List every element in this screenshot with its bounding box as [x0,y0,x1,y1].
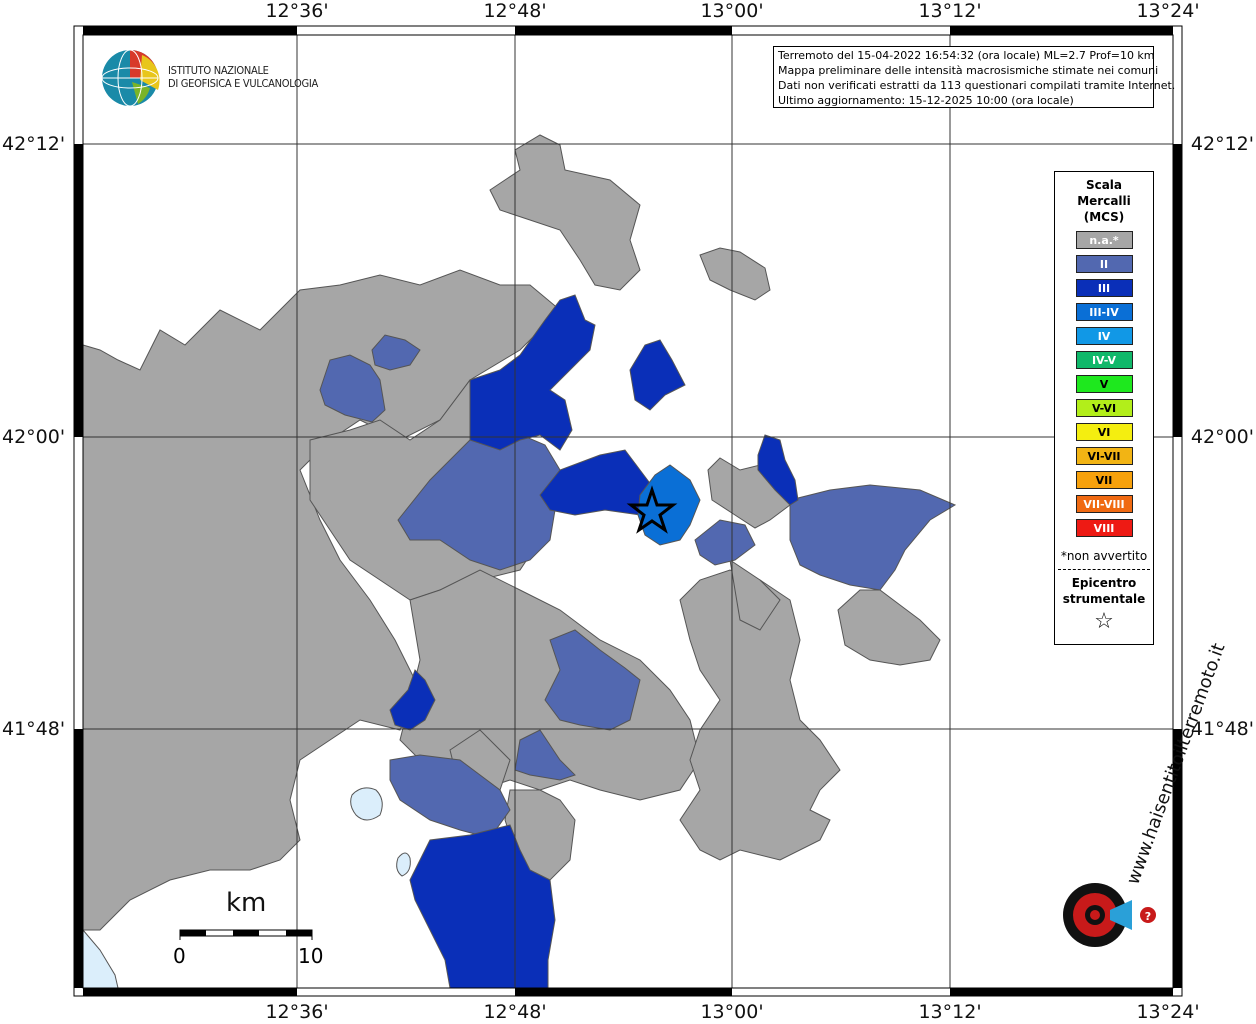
legend-title-line-1: Scala [1085,178,1123,192]
graticule [83,35,1173,988]
top-tick-5: 13°24' [1136,0,1200,22]
info-line-3: Dati non verificati estratti da 113 ques… [778,79,1176,92]
ingv-logo-icon [101,49,160,107]
legend-swatch-10: VII [1075,471,1133,489]
haisentito-logo-icon: ? [1063,883,1156,947]
legend-epi-line-2: strumentale [1062,592,1146,606]
legend-swatch-6: V [1075,375,1133,393]
top-tick-3: 13°00' [700,0,764,22]
top-tick-1: 12°36' [265,0,329,22]
legend-swatch-11: VII-VIII [1075,495,1133,513]
right-tick-1: 42°12' [1190,133,1254,155]
lake-small [396,852,411,877]
lake-bracciano [350,787,383,821]
legend-swatch-5: IV-V [1075,351,1133,369]
event-info-box: Terremoto del 15-04-2022 16:54:32 (ora l… [773,46,1176,108]
legend-swatch-2: III [1075,279,1133,297]
legend-swatch-0: n.a.* [1075,231,1133,249]
bottom-tick-5: 13°24' [1136,1001,1200,1023]
left-tick-3: 41°48' [2,718,66,740]
svg-text:?: ? [1145,910,1151,923]
epicenter-star [626,485,678,534]
legend-title-line-2: Mercalli [1077,194,1131,208]
legend-swatch-9: VI-VII [1075,447,1133,465]
right-tick-2: 42°00' [1190,426,1254,448]
left-tick-2: 42°00' [2,426,66,448]
ingv-logo-text: ISTITUTO NAZIONALE DI GEOFISICA E VULCAN… [168,64,318,90]
legend-title-line-3: (MCS) [1083,210,1125,224]
legend-note: *non avvertito [1060,549,1148,563]
legend-epicenter-label: Epicentro strumentale [1055,575,1153,607]
ingv-line-1: ISTITUTO NAZIONALE [168,64,269,77]
legend-swatch-12: VIII [1075,519,1133,537]
map-frame [73,25,1183,997]
ingv-line-2: DI GEOFISICA E VULCANOLOGIA [168,77,318,90]
info-line-4: Ultimo aggiornamento: 15-12-2025 10:00 (… [778,94,1074,107]
legend-title: Scala Mercalli (MCS) [1055,177,1153,225]
legend-swatch-4: IV [1075,327,1133,345]
top-tick-2: 12°48' [483,0,547,22]
intensity-II-regions [319,334,957,839]
info-line-2: Mappa preliminare delle intensità macros… [778,64,1159,77]
legend-swatch-8: VI [1075,423,1133,441]
top-tick-4: 13°12' [918,0,982,22]
bottom-tick-4: 13°12' [918,1001,982,1023]
bottom-tick-1: 12°36' [265,1001,329,1023]
info-line-1: Terremoto del 15-04-2022 16:54:32 (ora l… [778,49,1155,62]
right-tick-3: 41°48' [1190,718,1254,740]
legend-items: n.a.* II III III-IV IV IV-V V V-VI VI VI-VII VII VI… [1055,231,1153,537]
legend-separator [1058,569,1150,570]
legend-swatch-3: III-IV [1075,303,1133,321]
bottom-tick-3: 13°00' [700,1001,764,1023]
legend-swatch-1: II [1075,255,1133,273]
intensity-III-regions [389,294,799,989]
bottom-tick-2: 12°48' [483,1001,547,1023]
scale-unit: km [226,888,267,918]
star-icon: ☆ [1094,609,1114,634]
mcs-legend: Scala Mercalli (MCS) n.a.* II III III-IV IV I… [1054,171,1154,645]
legend-swatch-7: V-VI [1075,399,1133,417]
scale-end: 10 [298,944,324,968]
scale-start: 0 [173,944,186,968]
scale-bar [179,929,313,940]
legend-epi-line-1: Epicentro [1071,576,1137,590]
left-tick-1: 42°12' [2,133,66,155]
